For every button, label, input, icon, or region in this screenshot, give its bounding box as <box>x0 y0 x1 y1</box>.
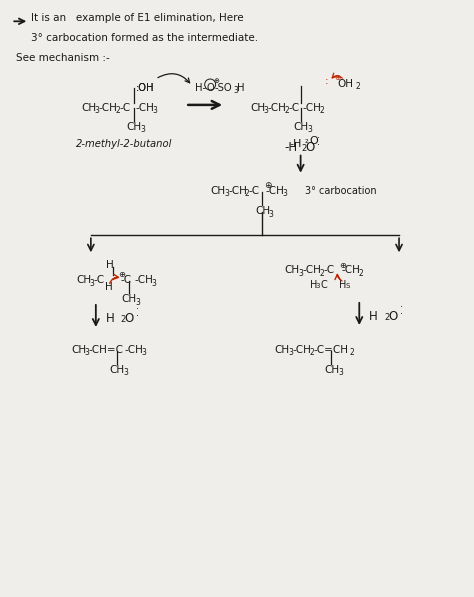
Text: -CH: -CH <box>302 265 321 275</box>
Text: CH: CH <box>127 122 142 132</box>
Text: 3: 3 <box>316 283 320 289</box>
Text: -CH=C: -CH=C <box>89 345 124 355</box>
Text: 2: 2 <box>358 269 363 278</box>
Text: -H: -H <box>285 141 298 154</box>
Text: -C=CH: -C=CH <box>313 345 348 355</box>
Text: H: H <box>339 280 347 290</box>
Text: H: H <box>106 260 114 270</box>
Text: C: C <box>320 280 327 290</box>
Text: -CH: -CH <box>228 186 247 196</box>
Text: H: H <box>106 312 115 325</box>
Text: 2: 2 <box>384 313 389 322</box>
Text: 3: 3 <box>289 348 293 357</box>
Text: 3: 3 <box>85 348 90 357</box>
Text: 3: 3 <box>269 210 273 219</box>
Text: ⊕: ⊕ <box>335 73 341 82</box>
Text: CH: CH <box>325 365 339 375</box>
Text: -C: -C <box>289 103 300 113</box>
Text: -CH: -CH <box>268 103 287 113</box>
Text: -CH: -CH <box>341 265 360 275</box>
Text: See mechanism :-: See mechanism :- <box>16 53 110 63</box>
Text: -C: -C <box>323 265 335 275</box>
Text: O: O <box>388 310 397 323</box>
Text: .̇̇: .̇̇ <box>137 308 139 318</box>
Text: H: H <box>310 280 317 290</box>
Text: CH: CH <box>81 103 96 113</box>
Text: O: O <box>125 312 134 325</box>
Text: 3: 3 <box>224 189 229 198</box>
Text: -CH: -CH <box>125 345 144 355</box>
Text: .̇̇: .̇̇ <box>401 306 404 316</box>
Text: 3: 3 <box>264 106 269 115</box>
Text: -CH: -CH <box>136 103 155 113</box>
Text: 3: 3 <box>153 106 157 115</box>
Text: CH: CH <box>285 265 300 275</box>
Text: -CH: -CH <box>302 103 321 113</box>
Text: 3: 3 <box>124 368 128 377</box>
Text: CH: CH <box>294 122 309 132</box>
Text: 2: 2 <box>116 106 120 115</box>
Text: 2: 2 <box>245 189 250 198</box>
Text: H: H <box>237 83 245 93</box>
Text: 2: 2 <box>301 144 307 153</box>
Text: :ȮH: :ȮH <box>136 83 154 93</box>
Text: H: H <box>105 282 112 292</box>
Text: .̇̇: .̇̇ <box>318 137 320 147</box>
Text: 3: 3 <box>152 279 156 288</box>
Text: ⊕: ⊕ <box>339 261 346 270</box>
Text: It is an   example of E1 elimination, Here: It is an example of E1 elimination, Here <box>31 13 244 23</box>
Text: 3: 3 <box>141 125 146 134</box>
Text: CH: CH <box>210 186 225 196</box>
Text: -CH: -CH <box>292 345 311 355</box>
Text: 3: 3 <box>95 106 100 115</box>
Text: -CH: -CH <box>266 186 285 196</box>
Text: S: S <box>346 283 350 289</box>
Text: -C: -C <box>121 275 132 285</box>
Text: O: O <box>310 136 319 146</box>
Text: 3: 3 <box>90 279 95 288</box>
Text: 3: 3 <box>299 269 303 278</box>
Text: -C: -C <box>120 103 131 113</box>
Text: 3: 3 <box>233 87 238 96</box>
Text: 2: 2 <box>356 82 360 91</box>
Text: 3° carbocation formed as the intermediate.: 3° carbocation formed as the intermediat… <box>31 33 258 43</box>
Text: 2: 2 <box>349 348 354 357</box>
Text: CH: CH <box>76 275 91 285</box>
Text: O: O <box>306 141 315 154</box>
Text: CH: CH <box>71 345 86 355</box>
Text: 3: 3 <box>308 125 312 134</box>
Text: 2: 2 <box>285 106 290 115</box>
Text: -CH: -CH <box>135 275 154 285</box>
Text: CH: CH <box>275 345 290 355</box>
Text: H-: H- <box>195 83 206 93</box>
Text: 2: 2 <box>310 348 314 357</box>
Text: CH: CH <box>255 207 270 217</box>
Text: 3: 3 <box>136 297 140 306</box>
Text: 3: 3 <box>142 348 146 357</box>
Text: 3: 3 <box>283 189 288 198</box>
Text: 3: 3 <box>338 368 343 377</box>
Text: -SO: -SO <box>214 83 232 93</box>
Text: O: O <box>206 83 214 93</box>
Text: CH: CH <box>122 294 137 304</box>
Text: CH: CH <box>250 103 265 113</box>
Text: :: : <box>325 76 328 86</box>
Text: 2-methyl-2-butanol: 2-methyl-2-butanol <box>76 139 173 149</box>
Text: OH: OH <box>337 79 354 89</box>
Text: 2: 2 <box>121 315 126 324</box>
Text: ²: ² <box>305 139 308 147</box>
Text: CH: CH <box>110 365 125 375</box>
Text: -H: -H <box>290 139 302 149</box>
Text: H: H <box>369 310 378 323</box>
Text: 3° carbocation: 3° carbocation <box>305 186 376 196</box>
Text: :OH: :OH <box>136 83 154 93</box>
Text: ⊕: ⊕ <box>264 180 271 190</box>
Text: -C: -C <box>94 275 105 285</box>
Text: ⊕: ⊕ <box>118 270 126 279</box>
Text: 2: 2 <box>319 106 324 115</box>
Text: -CH: -CH <box>99 103 118 113</box>
Text: ⊕: ⊕ <box>213 78 219 84</box>
Text: 2: 2 <box>319 269 324 278</box>
Text: -C: -C <box>249 186 260 196</box>
